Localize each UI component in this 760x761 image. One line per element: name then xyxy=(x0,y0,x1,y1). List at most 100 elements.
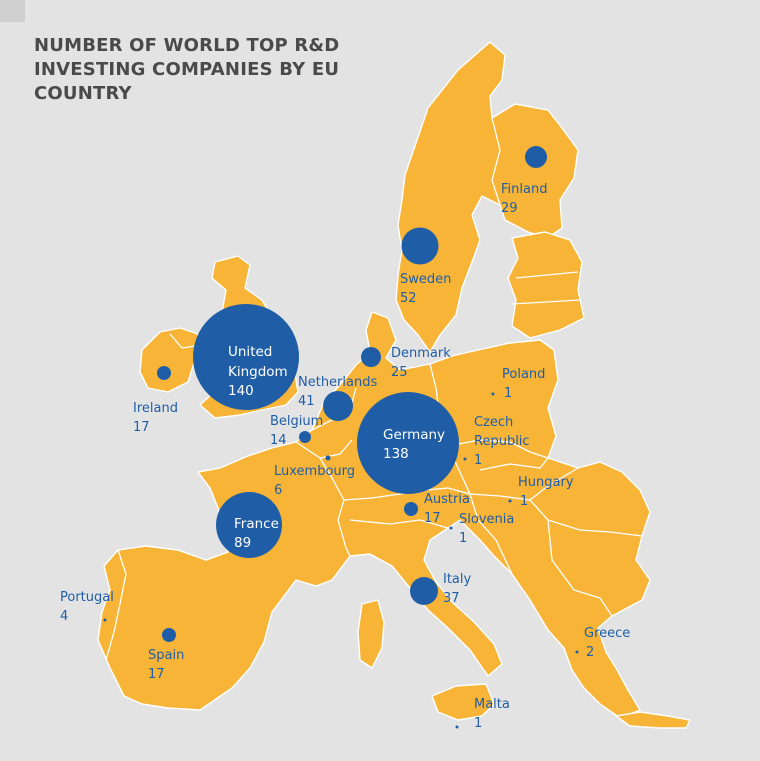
marker-poland[interactable] xyxy=(491,392,495,396)
border-czech xyxy=(447,439,549,459)
marker-italy[interactable] xyxy=(410,577,438,605)
label-uk-name-line2: Kingdom xyxy=(228,363,288,380)
marker-czech[interactable] xyxy=(463,457,467,461)
label-luxembourg-value: 6 xyxy=(274,483,283,498)
label-france-name: France xyxy=(234,516,279,532)
marker-slovenia[interactable] xyxy=(449,526,453,530)
label-slovenia: Slovenia 1 xyxy=(459,510,514,548)
marker-greece[interactable] xyxy=(575,650,579,654)
label-portugal: Portugal 4 xyxy=(60,588,114,626)
label-netherlands-value: 41 xyxy=(298,394,315,409)
border-spain-portugal xyxy=(105,549,127,661)
marker-hungary[interactable] xyxy=(508,499,512,503)
marker-netherlands[interactable] xyxy=(323,391,353,421)
border-slovakia xyxy=(479,457,549,471)
marker-denmark[interactable] xyxy=(361,347,381,367)
land-sardinia xyxy=(357,599,385,669)
marker-ireland[interactable] xyxy=(157,366,171,380)
label-france-value: 89 xyxy=(234,535,252,551)
label-netherlands: Netherlands 41 xyxy=(298,373,377,411)
label-sweden: Sweden 52 xyxy=(400,270,451,308)
marker-germany[interactable] xyxy=(357,392,459,494)
border-northern-ireland xyxy=(169,333,196,349)
label-germany: Germany 138 xyxy=(383,426,445,464)
label-spain-value: 17 xyxy=(148,667,165,682)
label-malta: Malta 1 xyxy=(474,695,510,733)
label-sweden-value: 52 xyxy=(400,291,417,306)
marker-finland[interactable] xyxy=(525,146,547,168)
label-austria-name: Austria xyxy=(424,492,470,507)
label-czech-name-line2: Republic xyxy=(474,434,530,449)
border-pyrenees xyxy=(145,545,229,561)
label-hungary: Hungary 1 xyxy=(518,473,574,511)
corner-tab xyxy=(0,0,25,22)
label-poland: Poland 1 xyxy=(502,365,545,403)
border-alps xyxy=(349,519,449,529)
label-spain-name: Spain xyxy=(148,648,185,663)
label-italy-value: 37 xyxy=(443,591,460,606)
label-belgium-name: Belgium xyxy=(270,414,324,429)
label-malta-name: Malta xyxy=(474,697,510,712)
land-mainland xyxy=(97,311,651,719)
label-ireland-value: 17 xyxy=(133,420,150,435)
label-finland-value: 29 xyxy=(501,201,518,216)
label-germany-value: 138 xyxy=(383,446,409,462)
label-hungary-value: 1 xyxy=(520,494,529,509)
label-germany-name: Germany xyxy=(383,427,446,443)
label-portugal-value: 4 xyxy=(60,609,69,624)
label-greece: Greece 2 xyxy=(584,624,630,662)
label-sweden-name: Sweden xyxy=(400,272,452,287)
label-luxembourg: Luxembourg 6 xyxy=(274,462,355,500)
label-netherlands-name: Netherlands xyxy=(298,375,378,390)
land-baltics xyxy=(507,231,585,339)
label-czech-name-line1: Czech xyxy=(474,415,514,430)
label-greece-name: Greece xyxy=(584,626,631,641)
label-finland-name: Finland xyxy=(501,182,548,197)
label-poland-name: Poland xyxy=(502,367,546,382)
label-uk: United Kingdom 140 xyxy=(228,343,288,402)
label-france: France 89 xyxy=(234,515,279,553)
label-czech-value: 1 xyxy=(474,453,483,468)
marker-portugal[interactable] xyxy=(103,618,107,622)
label-slovenia-name: Slovenia xyxy=(459,512,515,527)
label-malta-value: 1 xyxy=(474,716,483,731)
marker-belgium[interactable] xyxy=(299,431,311,443)
label-czech: Czech Republic 1 xyxy=(474,413,530,470)
border-baltics xyxy=(511,271,581,305)
map-title: NUMBER OF WORLD TOP R&D INVESTING COMPAN… xyxy=(34,35,340,104)
label-uk-value: 140 xyxy=(228,383,254,399)
label-portugal-name: Portugal xyxy=(60,590,114,605)
label-luxembourg-name: Luxembourg xyxy=(274,464,356,479)
land-scandinavia xyxy=(395,41,579,353)
border-sweden-finland xyxy=(491,117,501,206)
label-finland: Finland 29 xyxy=(501,180,547,218)
land-ireland xyxy=(139,327,199,393)
label-poland-value: 1 xyxy=(504,386,513,401)
label-slovenia-value: 1 xyxy=(459,531,468,546)
label-ireland-name: Ireland xyxy=(133,401,178,416)
label-italy: Italy 37 xyxy=(443,570,471,608)
marker-austria[interactable] xyxy=(404,502,418,516)
label-italy-name: Italy xyxy=(443,572,472,587)
label-hungary-name: Hungary xyxy=(518,475,574,490)
border-balkans xyxy=(469,493,613,617)
label-austria-value: 17 xyxy=(424,511,441,526)
label-denmark-name: Denmark xyxy=(391,346,451,361)
label-greece-value: 2 xyxy=(586,645,595,660)
border-romania xyxy=(529,499,643,537)
label-spain: Spain 17 xyxy=(148,646,184,684)
label-belgium-value: 14 xyxy=(270,433,287,448)
marker-malta[interactable] xyxy=(455,725,459,729)
marker-luxembourg[interactable] xyxy=(325,455,331,461)
label-denmark: Denmark 25 xyxy=(391,344,451,382)
marker-spain[interactable] xyxy=(162,628,176,642)
label-denmark-value: 25 xyxy=(391,365,408,380)
land-crete xyxy=(615,711,691,729)
marker-sweden[interactable] xyxy=(401,227,439,265)
marker-uk[interactable] xyxy=(193,304,299,410)
marker-france[interactable] xyxy=(216,492,282,558)
label-uk-name-line1: United xyxy=(228,344,273,360)
label-ireland: Ireland 17 xyxy=(133,399,178,437)
